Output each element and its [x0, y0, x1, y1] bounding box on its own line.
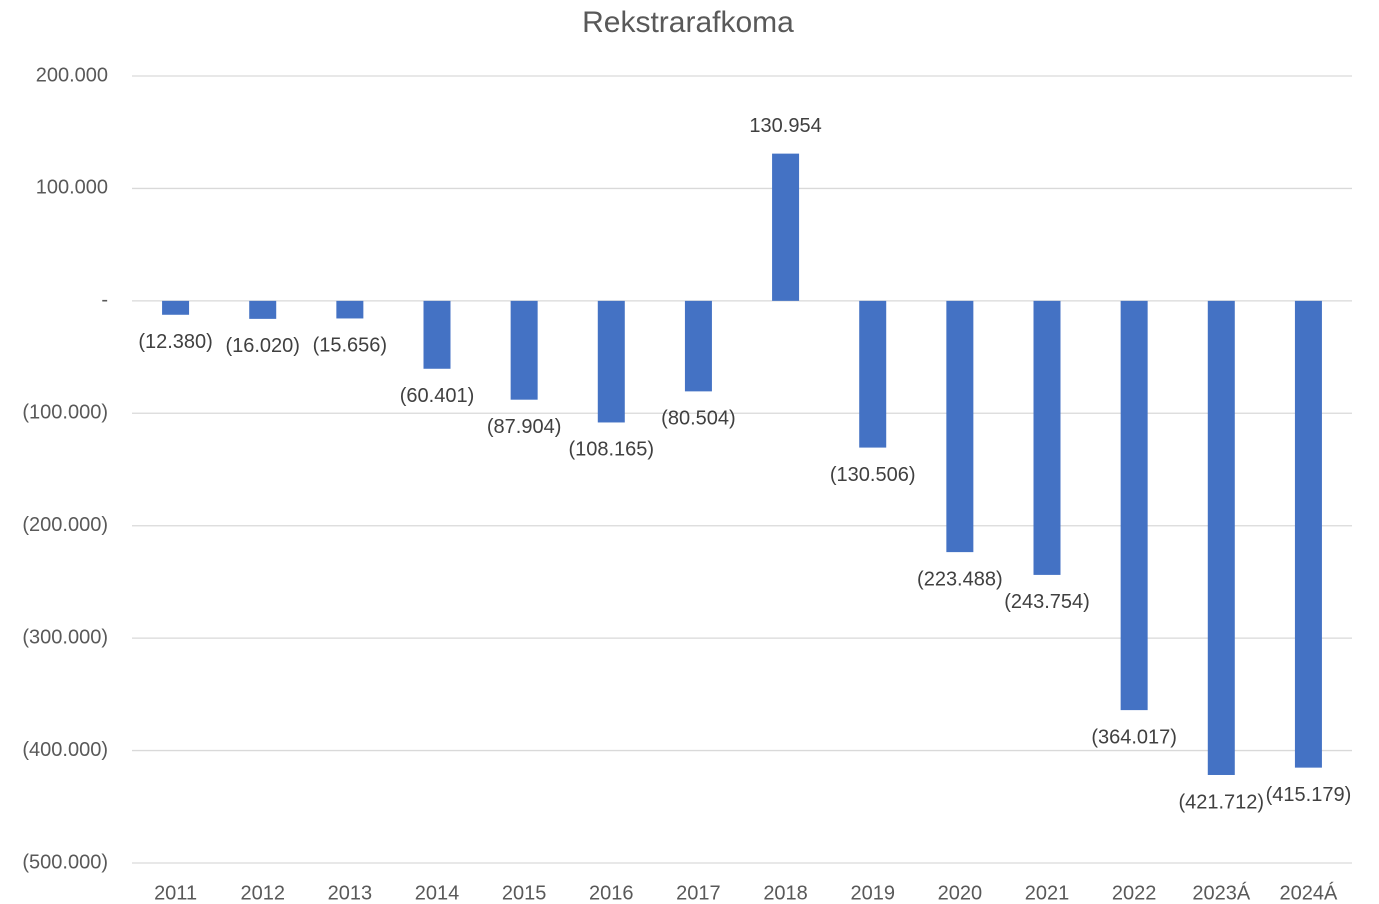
- bar: [423, 300, 451, 369]
- bar: [1207, 300, 1235, 775]
- bar: [336, 300, 364, 319]
- x-tick-label: 2012: [240, 882, 285, 904]
- x-tick-label: 2017: [676, 882, 721, 904]
- value-label: (108.165): [568, 439, 654, 461]
- bar: [1120, 300, 1148, 711]
- x-tick-label: 2020: [938, 882, 983, 904]
- value-label: (415.179): [1266, 784, 1352, 806]
- bar: [597, 300, 625, 423]
- bar: [510, 300, 538, 400]
- bar: [1294, 300, 1322, 768]
- x-tick-label: 2024Á: [1280, 881, 1338, 904]
- x-tick-label: 2015: [502, 882, 547, 904]
- bar: [946, 300, 974, 553]
- value-label: (243.754): [1004, 591, 1090, 613]
- x-tick-label: 2011: [154, 882, 197, 904]
- y-tick-label: (400.000): [22, 739, 108, 761]
- value-label: (80.504): [661, 408, 736, 430]
- y-tick-label: (100.000): [22, 402, 108, 424]
- value-label: (223.488): [917, 568, 1003, 590]
- y-tick-label: 100.000: [36, 177, 108, 199]
- x-tick-label: 2019: [850, 882, 895, 904]
- x-tick-label: 2022: [1112, 882, 1157, 904]
- bar: [249, 300, 277, 319]
- value-label: (364.017): [1091, 726, 1177, 748]
- value-label: (15.656): [313, 335, 388, 357]
- x-tick-label: 2013: [328, 882, 373, 904]
- bar: [1033, 300, 1061, 575]
- bar: [859, 300, 887, 448]
- value-label: (12.380): [138, 331, 213, 353]
- bar: [684, 300, 712, 392]
- value-label: (130.506): [830, 464, 916, 486]
- x-tick-label: 2016: [589, 882, 634, 904]
- bar: [772, 153, 800, 301]
- x-tick-label: 2018: [763, 882, 808, 904]
- value-label: (16.020): [225, 335, 300, 357]
- y-tick-label: (500.000): [22, 851, 108, 873]
- y-tick-label: (300.000): [22, 626, 108, 648]
- y-tick-label: 200.000: [36, 64, 108, 86]
- x-tick-label: 2014: [415, 882, 460, 904]
- y-tick-label: -: [101, 289, 108, 311]
- bar: [162, 300, 190, 315]
- value-label: 130.954: [749, 115, 821, 137]
- x-tick-label: 2023Á: [1192, 881, 1250, 904]
- x-tick-label: 2021: [1025, 882, 1070, 904]
- value-label: (421.712): [1178, 791, 1264, 813]
- value-label: (87.904): [487, 416, 562, 438]
- value-label: (60.401): [400, 385, 475, 407]
- chart-title: Rekstrarafkoma: [582, 6, 794, 39]
- y-tick-label: (200.000): [22, 514, 108, 536]
